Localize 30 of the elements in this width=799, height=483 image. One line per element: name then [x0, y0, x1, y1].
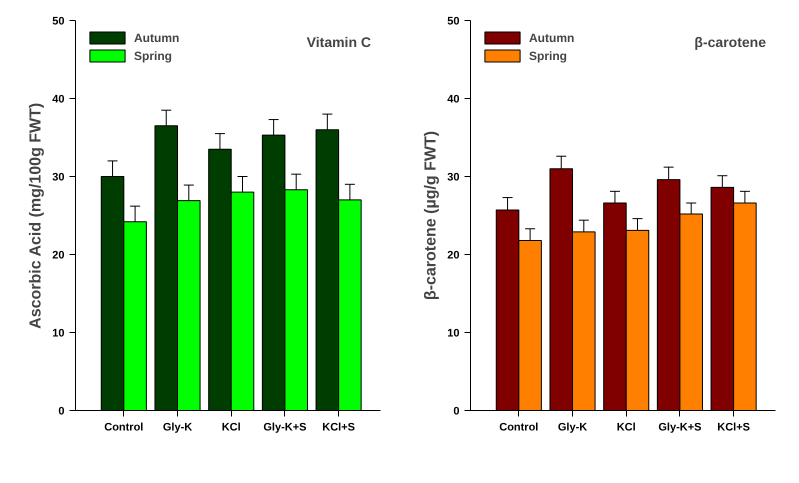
legend-label: Autumn	[134, 30, 180, 44]
x-tick-label: Control	[499, 422, 538, 434]
x-tick-label: Gly-K	[162, 422, 192, 434]
legend-label: Spring	[134, 48, 172, 62]
text: β-carotene	[694, 34, 766, 50]
y-tick-label: 40	[447, 94, 460, 106]
y-tick-label: 20	[52, 250, 65, 262]
legend-label: Spring	[529, 48, 567, 62]
x-tick-label: Gly-K	[558, 422, 588, 434]
x-tick-label: Gly-K+S	[658, 422, 702, 434]
legend-label: Autumn	[529, 30, 574, 44]
y-tick-label: 40	[52, 94, 65, 106]
y-axis-title: Ascorbic Acid (mg/100g FWT)	[27, 102, 44, 329]
y-tick-label: 10	[52, 328, 65, 340]
y-tick-label: 20	[447, 250, 460, 262]
text: Vitamin C	[306, 34, 371, 50]
y-tick-label: 30	[447, 172, 460, 184]
y-tick-label: 10	[447, 328, 460, 340]
x-tick-label: KCl+S	[717, 422, 750, 434]
y-tick-label: 30	[52, 172, 65, 184]
x-tick-label: KCl+S	[322, 422, 355, 434]
x-tick-label: KCl	[222, 422, 241, 434]
y-axis-title: β-carotene (µg/g FWT)	[422, 130, 440, 300]
x-tick-label: Gly-K+S	[263, 422, 306, 434]
x-tick-label: KCl	[616, 422, 636, 434]
y-tick-label: 50	[447, 16, 460, 28]
x-tick-label: Control	[104, 422, 144, 434]
y-tick-label: 50	[52, 16, 65, 28]
y-tick-label: 0	[58, 406, 65, 418]
y-tick-label: 0	[453, 406, 460, 418]
